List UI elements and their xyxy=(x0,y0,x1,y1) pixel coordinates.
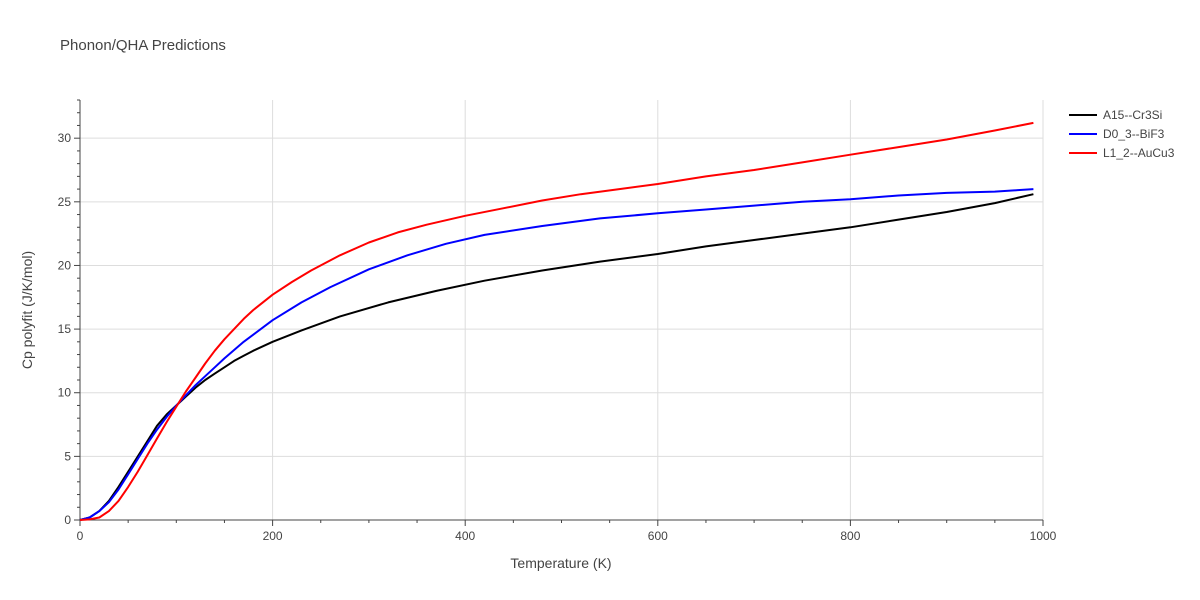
legend-label: D0_3--BiF3 xyxy=(1103,127,1165,141)
y-axis-title: Cp polyfit (J/K/mol) xyxy=(19,251,35,369)
legend-label: A15--Cr3Si xyxy=(1103,108,1162,122)
legend-label: L1_2--AuCu3 xyxy=(1103,146,1175,160)
chart-title: Phonon/QHA Predictions xyxy=(60,37,226,54)
y-tick-label: 20 xyxy=(58,258,72,272)
x-axis-title: Temperature (K) xyxy=(510,555,611,571)
legend[interactable]: A15--Cr3Si D0_3--BiF3 L1_2--AuCu3 xyxy=(1069,108,1175,160)
x-tick-label: 200 xyxy=(263,529,283,543)
x-tick-label: 600 xyxy=(648,529,668,543)
x-tick-label: 1000 xyxy=(1030,529,1057,543)
legend-item[interactable]: L1_2--AuCu3 xyxy=(1069,146,1175,160)
legend-item[interactable]: A15--Cr3Si xyxy=(1069,108,1162,122)
y-tick-label: 30 xyxy=(58,131,72,145)
y-tick-label: 10 xyxy=(58,386,72,400)
series-line-D0_3--BiF3 xyxy=(79,188,1034,521)
x-tick-label: 400 xyxy=(455,529,475,543)
series-line-A15--Cr3Si xyxy=(79,193,1034,521)
x-tick-label: 0 xyxy=(77,529,84,543)
series-line-L1_2--AuCu3 xyxy=(79,121,1034,521)
legend-item[interactable]: D0_3--BiF3 xyxy=(1069,127,1165,141)
axes: 0 200 400 600 800 1000 0 5 10 15 20 25 30 xyxy=(58,99,1057,543)
grid-lines xyxy=(80,100,1044,520)
y-tick-label: 0 xyxy=(64,513,71,527)
y-tick-label: 25 xyxy=(58,195,72,209)
y-tick-label: 15 xyxy=(58,322,72,336)
y-tick-label: 5 xyxy=(64,449,71,463)
x-tick-label: 800 xyxy=(840,529,860,543)
series-lines xyxy=(79,121,1034,521)
